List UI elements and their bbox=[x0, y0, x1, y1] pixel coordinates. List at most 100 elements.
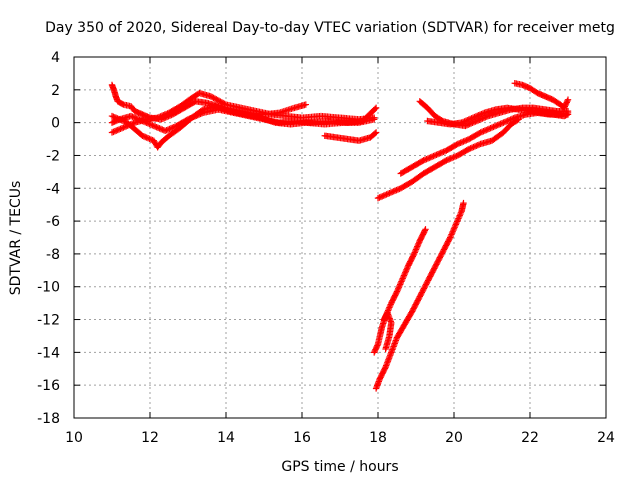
data-point bbox=[113, 127, 120, 134]
data-point bbox=[415, 239, 423, 246]
data-point bbox=[397, 279, 404, 287]
data-point bbox=[394, 286, 401, 294]
data-point bbox=[463, 137, 470, 144]
data-point bbox=[504, 117, 511, 124]
data-point bbox=[415, 240, 422, 247]
data-point bbox=[450, 227, 457, 234]
data-point bbox=[393, 186, 400, 194]
y-tick-label: -4 bbox=[46, 181, 60, 197]
data-point bbox=[451, 153, 459, 160]
data-point bbox=[423, 155, 430, 163]
data-point bbox=[478, 128, 486, 136]
data-point bbox=[217, 98, 224, 105]
data-point bbox=[449, 228, 456, 235]
data-point bbox=[391, 187, 399, 194]
data-point bbox=[497, 120, 504, 128]
data-point bbox=[120, 124, 127, 131]
data-point bbox=[472, 113, 480, 120]
data-point bbox=[485, 125, 493, 132]
x-tick-label: 12 bbox=[141, 430, 159, 446]
data-point bbox=[127, 112, 135, 120]
data-point bbox=[453, 219, 460, 227]
data-point bbox=[398, 278, 405, 285]
data-point bbox=[437, 149, 444, 157]
data-point bbox=[166, 125, 173, 133]
data-point bbox=[454, 216, 461, 224]
data-point bbox=[476, 111, 484, 118]
data-point bbox=[424, 155, 432, 162]
data-point bbox=[501, 118, 509, 126]
data-point bbox=[159, 126, 166, 133]
y-tick-label: -18 bbox=[37, 411, 60, 427]
data-point bbox=[143, 119, 150, 127]
data-point bbox=[505, 116, 513, 124]
data-point bbox=[147, 136, 155, 143]
data-point bbox=[390, 188, 397, 195]
data-point bbox=[118, 124, 126, 132]
data-point bbox=[161, 111, 168, 118]
y-tick-label: -12 bbox=[37, 313, 60, 329]
data-point bbox=[114, 126, 121, 134]
data-point bbox=[371, 349, 378, 356]
data-point bbox=[133, 115, 140, 122]
data-point bbox=[394, 186, 402, 193]
data-point bbox=[383, 191, 390, 198]
data-point bbox=[469, 114, 477, 121]
data-point bbox=[510, 115, 517, 122]
data-point bbox=[213, 96, 220, 103]
data-point bbox=[302, 101, 309, 108]
data-point bbox=[447, 155, 454, 162]
data-point bbox=[446, 235, 453, 243]
data-point bbox=[410, 251, 417, 259]
y-tick-label: -8 bbox=[46, 247, 60, 263]
data-point bbox=[111, 128, 119, 135]
data-point bbox=[380, 192, 387, 199]
axes: 10 12 14 16 18 20 22 24-18-16-14-12-10-8-6-4-20… bbox=[37, 50, 615, 446]
data-point bbox=[385, 305, 392, 313]
data-point bbox=[455, 213, 463, 221]
data-point bbox=[479, 110, 487, 117]
data-point bbox=[412, 246, 420, 253]
data-point bbox=[413, 244, 420, 252]
data-point bbox=[487, 124, 494, 132]
data-point bbox=[448, 154, 456, 162]
data-point bbox=[371, 116, 378, 123]
data-point bbox=[563, 99, 570, 106]
y-tick-label: 0 bbox=[51, 116, 60, 132]
data-point bbox=[508, 115, 516, 123]
data-point bbox=[399, 275, 406, 282]
data-point bbox=[452, 221, 460, 228]
data-point bbox=[495, 121, 503, 128]
data-point bbox=[450, 225, 458, 232]
data-point bbox=[494, 121, 501, 129]
data-point bbox=[455, 215, 462, 222]
data-point bbox=[458, 138, 466, 146]
data-point bbox=[371, 347, 379, 355]
data-point bbox=[214, 96, 221, 104]
data-point bbox=[371, 130, 379, 137]
data-point bbox=[154, 124, 162, 131]
x-tick-label: 20 bbox=[445, 430, 463, 446]
data-point bbox=[110, 128, 117, 136]
y-tick-label: -16 bbox=[37, 378, 60, 394]
data-point bbox=[401, 270, 408, 278]
y-tick-label: 2 bbox=[51, 83, 60, 99]
data-point bbox=[468, 144, 476, 151]
data-point bbox=[410, 250, 418, 258]
data-point bbox=[480, 128, 487, 135]
data-point bbox=[460, 138, 467, 145]
data-point bbox=[562, 100, 570, 107]
data-point bbox=[155, 113, 163, 121]
data-point bbox=[163, 127, 170, 134]
data-point bbox=[490, 123, 497, 131]
data-point bbox=[142, 119, 149, 126]
data-point bbox=[493, 122, 500, 129]
data-point bbox=[374, 342, 381, 349]
data-point bbox=[147, 121, 155, 128]
data-point bbox=[447, 234, 454, 241]
data-point bbox=[458, 119, 465, 126]
data-point bbox=[152, 123, 159, 130]
data-point bbox=[139, 117, 146, 125]
